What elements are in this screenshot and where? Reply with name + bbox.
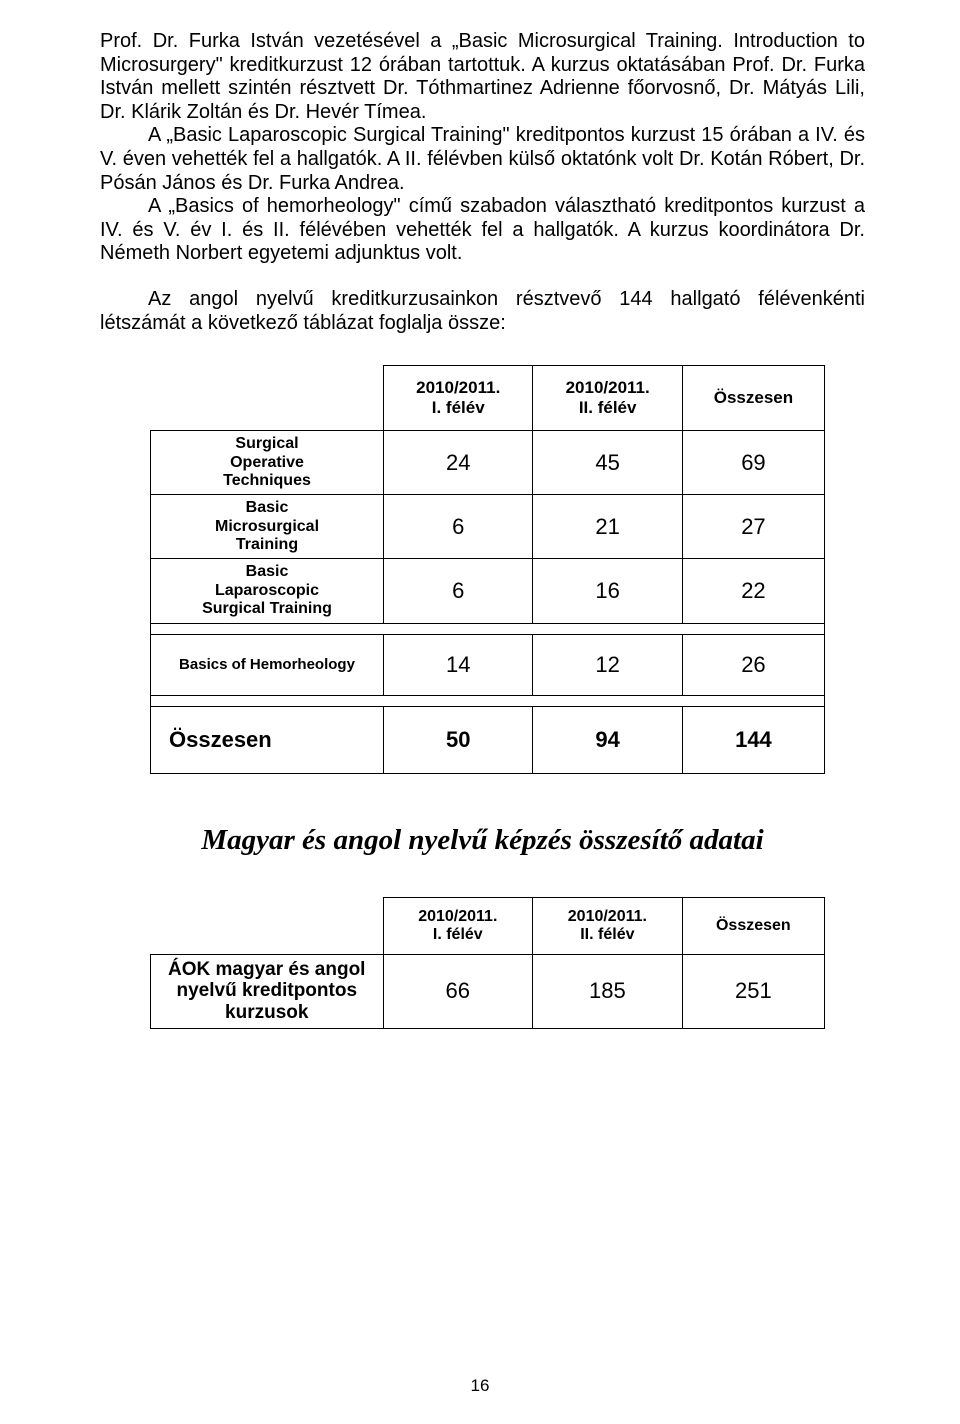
document-page: Prof. Dr. Furka István vezetésével a „Ba… [0,0,960,1424]
header-col1: 2010/2011. I. félév [383,897,533,954]
cell: 45 [533,431,682,495]
paragraph-4: Az angol nyelvű kreditkurzusainkon részt… [100,288,865,335]
header-empty [151,897,384,954]
table-row: Basics of Hemorheology 14 12 26 [151,634,825,695]
cell: 26 [682,634,824,695]
header-col3: Összesen [682,366,824,431]
cell: 14 [384,634,533,695]
total-cell: 94 [533,706,682,773]
table-row: Surgical Operative Techniques 24 45 69 [151,431,825,495]
cell: 6 [384,559,533,623]
table-header-row: 2010/2011. I. félév 2010/2011. II. félév… [151,366,825,431]
paragraph-3: A „Basics of hemorheology" című szabadon… [100,195,865,266]
summary-table: 2010/2011. I. félév 2010/2011. II. félév… [150,897,825,1030]
header-col2: 2010/2011. II. félév [533,366,682,431]
cell: 22 [682,559,824,623]
section-title: Magyar és angol nyelvű képzés összesítő … [100,824,865,857]
total-cell: 50 [384,706,533,773]
paragraph-1: Prof. Dr. Furka István vezetésével a „Ba… [100,30,865,124]
table-2-container: 2010/2011. I. félév 2010/2011. II. félév… [150,897,825,1030]
row-label: Surgical Operative Techniques [151,431,384,495]
total-label: Összesen [151,706,384,773]
cell: 185 [533,954,683,1029]
cell: 21 [533,495,682,559]
paragraph-1-text: Prof. Dr. Furka István vezetésével a „Ba… [100,30,865,123]
table-row: ÁOK magyar és angol nyelvű kreditpontos … [151,954,825,1029]
row-label: Basic Laparoscopic Surgical Training [151,559,384,623]
header-col2: 2010/2011. II. félév [533,897,683,954]
cell: 251 [682,954,824,1029]
cell: 24 [384,431,533,495]
total-cell: 144 [682,706,824,773]
cell: 12 [533,634,682,695]
cell: 66 [383,954,533,1029]
table-row: Basic Microsurgical Training 6 21 27 [151,495,825,559]
table-header-row: 2010/2011. I. félév 2010/2011. II. félév… [151,897,825,954]
page-number: 16 [0,1376,960,1396]
header-col1: 2010/2011. I. félév [384,366,533,431]
table-row: Basic Laparoscopic Surgical Training 6 1… [151,559,825,623]
row-label: Basics of Hemorheology [151,634,384,695]
cell: 16 [533,559,682,623]
row-label: ÁOK magyar és angol nyelvű kreditpontos … [151,954,384,1029]
header-col3: Összesen [682,897,824,954]
table-1-container: 2010/2011. I. félév 2010/2011. II. félév… [150,365,825,774]
paragraph-3-text: A „Basics of hemorheology" című szabadon… [100,195,865,264]
paragraph-2-text: A „Basic Laparoscopic Surgical Training"… [100,124,865,193]
cell: 27 [682,495,824,559]
cell: 6 [384,495,533,559]
header-empty [151,366,384,431]
paragraph-2: A „Basic Laparoscopic Surgical Training"… [100,124,865,195]
table-total-row: Összesen 50 94 144 [151,706,825,773]
cell: 69 [682,431,824,495]
row-label: Basic Microsurgical Training [151,495,384,559]
paragraph-4-text: Az angol nyelvű kreditkurzusainkon részt… [100,288,865,334]
table-gap-row [151,695,825,706]
credit-courses-table: 2010/2011. I. félév 2010/2011. II. félév… [150,365,825,774]
table-gap-row [151,623,825,634]
